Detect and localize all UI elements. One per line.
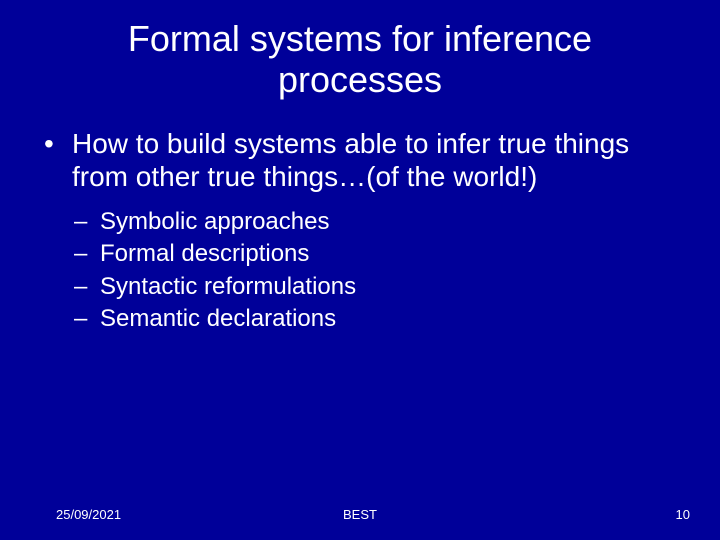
footer-center: BEST (343, 507, 377, 522)
bullet-level2-item: Syntactic reformulations (72, 271, 684, 303)
footer-slide-number: 10 (676, 507, 690, 522)
bullet-level2-item: Symbolic approaches (72, 206, 684, 238)
bullet-level2-text: Syntactic reformulations (100, 273, 356, 300)
footer-date: 25/09/2021 (56, 507, 121, 522)
bullet-level2-item: Semantic declarations (72, 303, 684, 335)
bullet-list-level2: Symbolic approaches Formal descriptions … (72, 206, 684, 336)
bullet-level2-text: Formal descriptions (100, 240, 309, 267)
slide-container: Formal systems for inference processes H… (0, 0, 720, 540)
bullet-level1-item: How to build systems able to infer true … (36, 127, 684, 336)
slide-title: Formal systems for inference processes (76, 18, 644, 101)
bullet-level2-text: Symbolic approaches (100, 208, 329, 235)
bullet-level2-item: Formal descriptions (72, 238, 684, 270)
bullet-level1-text: How to build systems able to infer true … (72, 128, 629, 193)
bullet-level2-text: Semantic declarations (100, 305, 336, 332)
bullet-list-level1: How to build systems able to infer true … (36, 127, 684, 336)
